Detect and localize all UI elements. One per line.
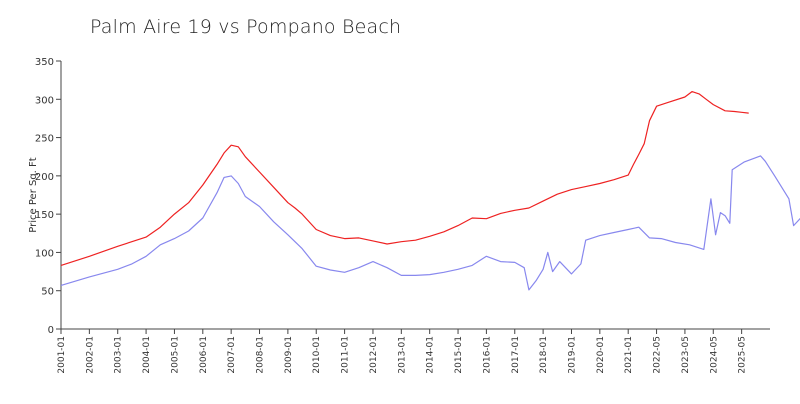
y-tick-label: 250 <box>35 134 54 145</box>
axes: 0 50 100 150 200 250 300 350 2001-01 2002-01 2003-… <box>35 57 770 374</box>
y-tick-label: 150 <box>35 210 54 221</box>
x-tick-label: 2012-01 <box>369 336 379 374</box>
y-tick-label: 0 <box>48 325 54 336</box>
y-axis-label: Price Per Sq. Ft <box>28 157 39 232</box>
y-tick-label: 200 <box>35 172 54 183</box>
y-tick-label: 100 <box>35 248 54 259</box>
x-tick-label: 2017-01 <box>511 336 521 374</box>
x-tick-label: 2006-01 <box>199 336 209 374</box>
series-line-1 <box>60 91 749 266</box>
chart-title: Palm Aire 19 vs Pompano Beach <box>90 16 402 38</box>
series-line-2 <box>60 155 800 291</box>
x-tick-label: 2005-01 <box>170 336 180 374</box>
y-tick-label: 50 <box>41 287 54 298</box>
x-tick-label: 2007-01 <box>227 336 237 374</box>
x-tick-label: 2025-05 <box>738 336 748 374</box>
x-tick-label: 2019-01 <box>567 336 577 374</box>
x-tick-label: 2010-01 <box>312 336 322 374</box>
y-tick-label: 350 <box>35 57 54 68</box>
x-tick-label: 2021-01 <box>624 336 634 374</box>
x-tick-label: 2002-01 <box>85 336 95 374</box>
series-lines <box>60 91 800 291</box>
x-tick-label: 2022-05 <box>653 336 663 374</box>
x-tick-label: 2024-05 <box>709 336 719 374</box>
x-tick-label: 2003-01 <box>114 336 124 374</box>
x-tick-label: 2023-05 <box>681 336 691 374</box>
x-tick-label: 2015-01 <box>454 336 464 374</box>
x-tick-label: 2013-01 <box>397 336 407 374</box>
x-tick-label: 2009-01 <box>284 336 294 374</box>
y-tick-label: 300 <box>35 95 54 106</box>
x-tick-label: 2020-01 <box>596 336 606 374</box>
x-tick-label: 2004-01 <box>142 336 152 374</box>
x-tick-label: 2018-01 <box>539 336 549 374</box>
x-tick-label: 2001-01 <box>57 336 67 374</box>
x-tick-label: 2011-01 <box>341 336 351 374</box>
x-tick-label: 2014-01 <box>426 336 436 374</box>
x-tick-label: 2016-01 <box>482 336 492 374</box>
x-tick-label: 2008-01 <box>256 336 266 374</box>
